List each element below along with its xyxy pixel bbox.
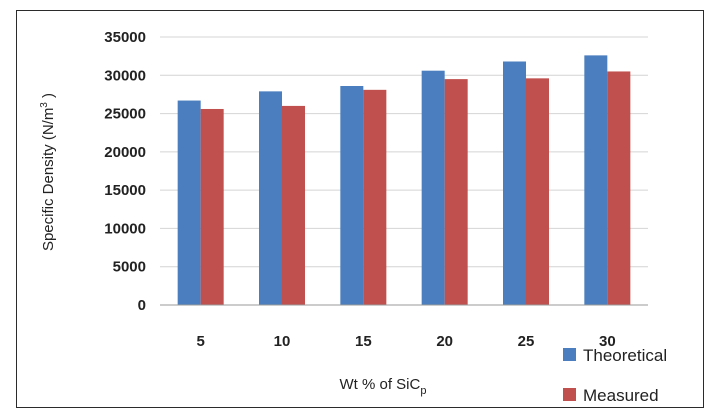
x-tick-label: 10 <box>274 333 291 350</box>
y-axis-title-suffix: ) <box>40 93 57 102</box>
y-tick-label: 20000 <box>104 144 146 161</box>
bar-theoretical-25 <box>503 61 526 306</box>
bar-theoretical-10 <box>259 91 282 305</box>
x-tick-label: 20 <box>436 333 453 350</box>
bar-theoretical-20 <box>421 70 445 305</box>
y-tick-label: 30000 <box>104 67 146 84</box>
y-axis-title-superscript: 3 <box>39 102 50 108</box>
x-tick-labels: 5 10 15 20 25 30 <box>196 333 615 350</box>
x-tick-label: 25 <box>518 333 535 350</box>
legend-item-theoretical: Theoretical <box>563 346 667 365</box>
gridlines <box>160 36 648 268</box>
y-axis-title-main: Specific Density (N/m <box>40 108 57 251</box>
x-tick-label: 5 <box>196 333 204 350</box>
bar-measured-25 <box>526 78 549 305</box>
y-tick-label: 15000 <box>104 182 146 199</box>
legend-label-measured: Measured <box>583 386 659 405</box>
legend-swatch-theoretical <box>563 348 576 361</box>
bars <box>177 55 631 306</box>
y-axis-title: Specific Density (N/m3 ) <box>39 93 57 251</box>
bar-theoretical-30 <box>584 55 608 306</box>
x-axis-title-subscript: p <box>420 385 426 397</box>
bar-measured-30 <box>607 71 631 305</box>
bar-measured-20 <box>444 79 468 305</box>
x-axis-title-main: Wt % of SiC <box>340 376 421 393</box>
x-axis-title: Wt % of SiCp <box>340 376 427 397</box>
bar-theoretical-5 <box>177 100 201 305</box>
y-tick-label: 10000 <box>104 220 146 237</box>
legend: Theoretical Measured <box>563 346 667 405</box>
y-tick-label: 5000 <box>113 259 146 276</box>
x-tick-label: 30 <box>599 333 616 350</box>
legend-item-measured: Measured <box>563 386 659 405</box>
y-tick-label: 25000 <box>104 106 146 123</box>
y-tick-label: 0 <box>138 297 146 314</box>
legend-label-theoretical: Theoretical <box>583 346 667 365</box>
x-tick-label: 15 <box>355 333 372 350</box>
bar-measured-10 <box>282 105 305 306</box>
bar-measured-15 <box>363 89 387 305</box>
bar-measured-5 <box>200 108 224 305</box>
bar-theoretical-15 <box>340 86 364 306</box>
y-tick-labels: 0 5000 10000 15000 20000 25000 30000 35000 <box>104 29 146 314</box>
legend-swatch-measured <box>563 388 576 401</box>
y-tick-label: 35000 <box>104 29 146 46</box>
